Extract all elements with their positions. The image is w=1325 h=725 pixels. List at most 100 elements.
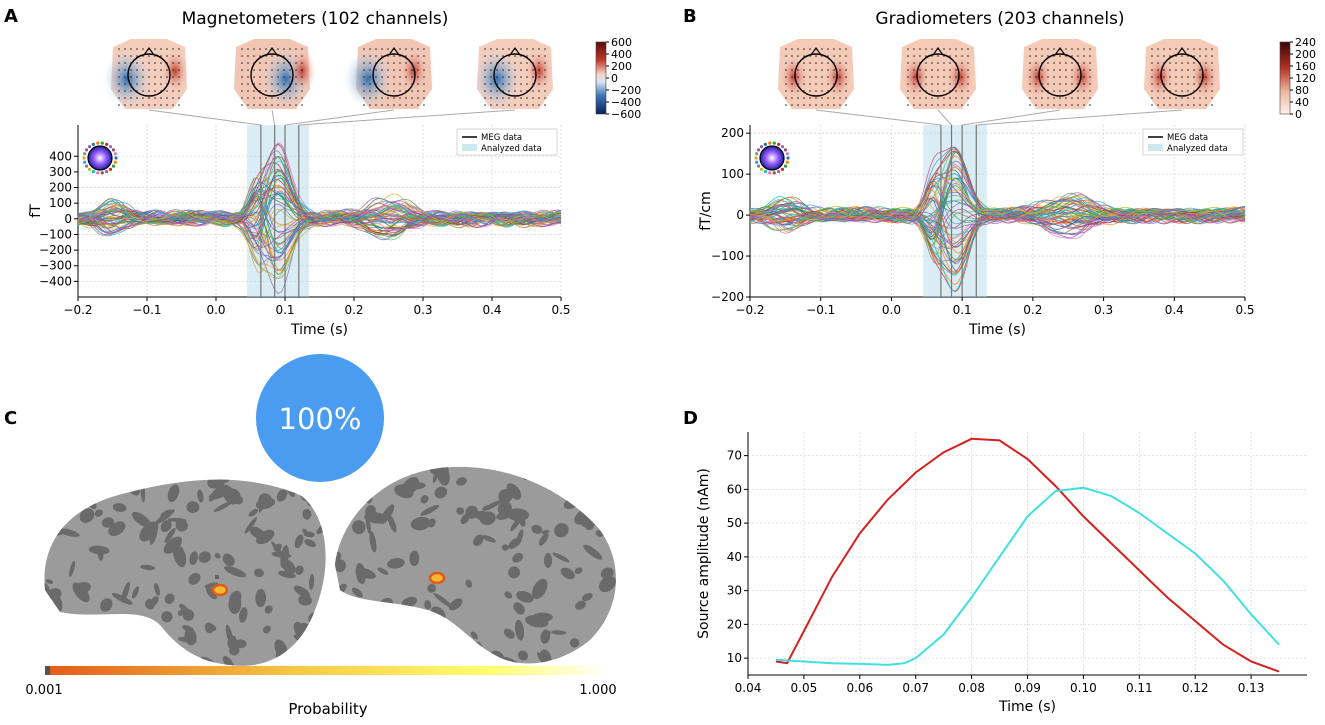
topomap-sensor — [1175, 104, 1177, 106]
topomap-sensor — [1169, 83, 1171, 85]
brain-sulcus — [215, 479, 231, 485]
brain-sulcus — [177, 609, 184, 616]
topomap-sensor — [1059, 62, 1061, 64]
brain-sulcus — [304, 539, 316, 548]
chart-a-channel-trace — [77, 169, 562, 240]
brain-sulcus — [436, 466, 450, 486]
topomap-sensor — [821, 90, 823, 92]
probability-label: Probability — [288, 700, 367, 718]
topomap-sensor — [839, 62, 841, 64]
topomap-sensor — [1199, 55, 1201, 57]
brain-sulcus — [131, 586, 140, 599]
brain-sulcus — [78, 479, 87, 491]
topomap-sensor — [508, 104, 510, 106]
topomap-sensor — [411, 90, 413, 92]
topomap-sensor — [393, 76, 395, 78]
chart-a-xtick-label: −0.2 — [63, 303, 92, 317]
topomap-sensor — [124, 97, 126, 99]
topomap-2-nose — [266, 46, 278, 56]
topomap-sensor — [417, 90, 419, 92]
topomap-sensor — [1175, 90, 1177, 92]
topomap-sensor — [490, 97, 492, 99]
topomap-sensor — [520, 90, 522, 92]
chart-b-sensor-dot — [777, 142, 781, 146]
topomap-sensor — [532, 48, 534, 50]
brain-sulcus — [424, 600, 432, 610]
chart-a-legend-meg-label: MEG data — [481, 133, 522, 143]
topomap-sensor — [538, 97, 540, 99]
chart-a-xtick-label: 0.2 — [344, 303, 363, 317]
topomap-sensor — [1083, 90, 1085, 92]
brain-sulcus — [53, 488, 60, 497]
topomap-sensor — [913, 55, 915, 57]
topomap-sensor — [490, 55, 492, 57]
topomap-sensor — [259, 69, 261, 71]
chart-d-ytick-label: 30 — [727, 584, 742, 598]
topomap-sensor — [490, 90, 492, 92]
topomap-sensor — [411, 76, 413, 78]
topomap-sensor — [821, 62, 823, 64]
topomap-sensor — [423, 83, 425, 85]
brain-sulcus — [94, 509, 103, 517]
brain-sulcus — [588, 486, 598, 497]
topomap-sensor — [1211, 48, 1213, 50]
topomap-sensor — [949, 97, 951, 99]
topomap-sensor — [931, 76, 933, 78]
topomap-sensor — [253, 97, 255, 99]
chart-a-topomap-connector — [284, 109, 395, 126]
chart-b-sensor-dot — [768, 141, 772, 145]
topomap-sensor — [154, 83, 156, 85]
topomap-sensor — [369, 104, 371, 106]
topomap-sensor — [502, 76, 504, 78]
topomap-sensor — [1065, 104, 1067, 106]
topomap-sensor — [809, 48, 811, 50]
brain-sulcus — [405, 466, 417, 475]
topomap-sensor — [1035, 76, 1037, 78]
topomap-sensor — [393, 104, 395, 106]
brain-sulcus — [256, 529, 275, 545]
topomap-sensor — [815, 90, 817, 92]
topomap-1-negative-lobe — [103, 49, 151, 109]
topomap-sensor — [785, 97, 787, 99]
topomap-sensor — [803, 104, 805, 106]
chart-a-sensor-dot — [91, 170, 95, 174]
topomap-sensor — [544, 90, 546, 92]
chart-b-sensor-dot — [783, 164, 788, 168]
topomap-sensor — [955, 69, 957, 71]
chart-a-channel-trace — [77, 170, 562, 240]
topomap-sensor — [154, 76, 156, 78]
topomap-sensor — [809, 69, 811, 71]
brain-sulcus — [544, 630, 551, 637]
topomap-sensor — [154, 48, 156, 50]
topomap-sensor — [124, 55, 126, 57]
topomap-sensor — [160, 55, 162, 57]
chart-a-sensor-dot — [83, 160, 87, 164]
topomap-sensor — [178, 48, 180, 50]
chart-b-legend-analyzed-swatch — [1148, 144, 1163, 151]
topomap-sensor — [937, 97, 939, 99]
topomap-sensor — [271, 83, 273, 85]
chart-b-sensor-dot — [780, 145, 785, 149]
brain-sulcus — [355, 635, 368, 643]
colorbar-tick-label: 120 — [1295, 72, 1316, 85]
topomap-sensor — [931, 104, 933, 106]
brain-sulcus — [581, 482, 603, 494]
brain-sulcus — [323, 579, 326, 597]
topomap-sensor — [130, 104, 132, 106]
chart-a-sensor-dot — [113, 152, 117, 156]
topomap-sensor — [369, 83, 371, 85]
panel-a-title: Magnetometers (102 channels) — [182, 9, 449, 29]
topomap-sensor — [1053, 62, 1055, 64]
panel-a-letter: A — [4, 6, 18, 27]
topomap-sensor — [259, 83, 261, 85]
topomap-sensor — [845, 83, 847, 85]
chart-b-sensor-dot — [763, 170, 767, 174]
brain-sulcus — [69, 560, 76, 577]
topomap-1-positive-lobe — [161, 49, 189, 93]
topomap-sensor — [259, 48, 261, 50]
topomap-sensor — [1047, 76, 1049, 78]
topomap-sensor — [423, 69, 425, 71]
topomap-sensor — [393, 55, 395, 57]
topomap-sensor — [925, 62, 927, 64]
topomap-sensor — [1047, 97, 1049, 99]
